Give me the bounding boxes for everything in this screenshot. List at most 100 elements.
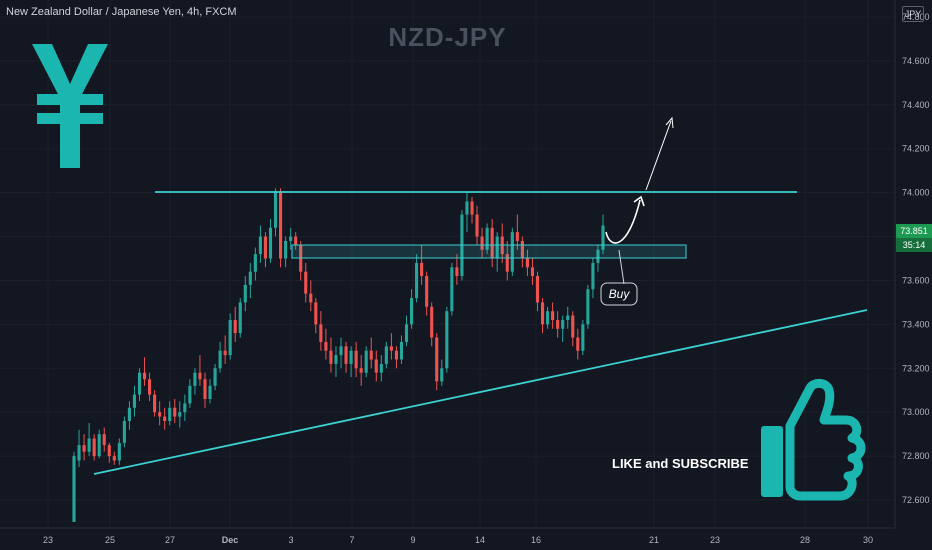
x-tick-label: 7 [349,535,354,545]
candle-body [566,315,570,320]
candle-body [87,438,91,452]
candle-body [188,385,192,404]
x-tick-label: 9 [410,535,415,545]
candle-body [399,341,404,360]
candle-body [97,434,101,457]
candle-body [289,236,293,241]
candle-body [273,192,278,228]
candle-body [112,456,116,461]
projected-target-arrow [645,120,672,191]
candle-body [228,319,232,356]
support-zone[interactable] [291,244,687,259]
target-arrowhead [665,116,674,129]
projected-path-curve [605,199,641,244]
candle-body [359,368,363,373]
candle-body [168,407,172,421]
candle-body [525,258,529,268]
y-tick-label: 73.400 [902,319,930,329]
candle-body [263,236,268,259]
candle-body [203,379,207,400]
candle-body [450,267,454,312]
candle-body [394,350,398,360]
y-tick-label: 73.200 [902,363,930,373]
y-tick-label: 74.600 [902,56,930,66]
candle-body [279,192,283,259]
candle-body [480,236,484,250]
candle-body [243,284,247,303]
candle-body [309,293,313,303]
candle-body [510,232,514,272]
candle-body [72,456,76,522]
candle-body [153,394,157,413]
candle-body [420,262,424,277]
candle-body [208,385,212,400]
candle-body [470,201,474,215]
y-axis-ticks: 74.80074.60074.40074.20074.00073.80073.6… [902,12,930,505]
candle-body [530,267,535,277]
candle-body [183,403,187,413]
candle-body [379,363,383,373]
candle-body [415,262,419,299]
candle-body [223,350,227,356]
candle-body [425,276,429,307]
countdown: 35:14 [903,240,926,250]
last-price-badge [896,224,932,238]
candle-body [485,227,489,250]
x-tick-label: 30 [863,535,873,545]
x-tick-label: 25 [105,535,115,545]
candle-body [304,271,308,294]
projected-path-arrowhead [633,195,645,207]
x-tick-label: 16 [531,535,541,545]
y-tick-label: 74.000 [902,188,930,198]
candle-body [435,337,439,382]
candle-body [132,394,137,408]
candle-body [173,407,177,417]
candle-body [127,407,131,421]
candle-body [137,372,142,395]
candle-body [178,412,182,417]
y-tick-label: 72.800 [902,451,930,461]
cta-text: LIKE and SUBSCRIBE [612,456,749,471]
candle-body [107,445,111,457]
x-tick-label: 23 [710,535,720,545]
candle-body [349,350,353,364]
candle-body [148,379,152,395]
candle-body [77,445,81,461]
countdown-badge [896,238,932,252]
candle-body [193,372,197,386]
y-tick-label: 73.600 [902,275,930,285]
candle-body [556,319,560,329]
symbol-info: New Zealand Dollar / Japanese Yen, 4h, F… [6,6,237,18]
currency-badge[interactable]: JPY [902,6,924,22]
candle-body [339,346,343,356]
thumbs-up-icon [761,378,866,501]
y-tick-label: 73.000 [902,407,930,417]
x-axis-ticks: 23 25 27 Dec 3 7 9 14 16 21 23 28 30 [43,535,873,545]
candle-body [505,254,509,272]
candle-body [213,368,217,386]
candle-body [354,350,358,369]
candlestick-series [72,188,605,522]
candle-body [581,324,585,351]
candle-body [409,298,414,325]
candle-body [535,276,540,303]
candle-body [561,319,565,329]
candle-body [294,236,298,246]
candle-body [515,232,519,241]
candle-body [248,271,252,285]
y-tick-label: 74.400 [902,100,930,110]
buy-callout-pointer [618,249,625,285]
candle-body [92,438,96,457]
candle-body [384,346,388,364]
candle-body [364,350,368,373]
candle-body [122,420,126,443]
candle-body [329,350,333,364]
buy-label: Buy [609,287,631,301]
x-tick-label: 28 [800,535,810,545]
candle-body [117,442,121,461]
ascending-trendline[interactable] [93,309,868,475]
candle-body [218,350,222,369]
buy-callout-box [600,282,638,306]
candle-body [314,302,318,325]
